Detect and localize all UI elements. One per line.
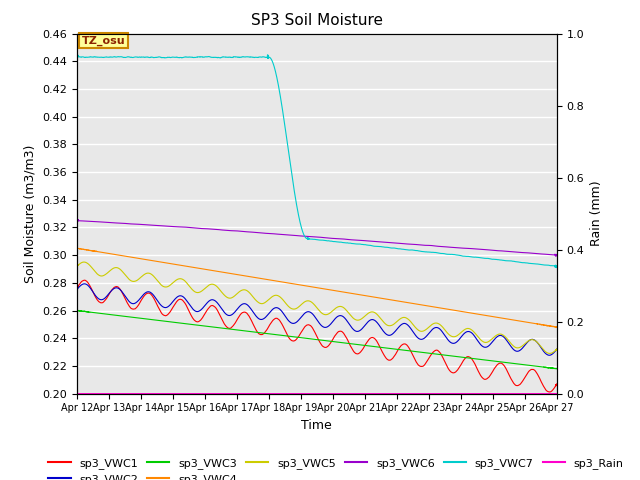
X-axis label: Time: Time <box>301 419 332 432</box>
Y-axis label: Rain (mm): Rain (mm) <box>590 181 603 246</box>
Title: SP3 Soil Moisture: SP3 Soil Moisture <box>251 13 383 28</box>
Legend: sp3_VWC1, sp3_VWC2, sp3_VWC3, sp3_VWC4, sp3_VWC5, sp3_VWC6, sp3_VWC7, sp3_Rain: sp3_VWC1, sp3_VWC2, sp3_VWC3, sp3_VWC4, … <box>44 453 628 480</box>
Text: TZ_osu: TZ_osu <box>81 36 125 46</box>
Y-axis label: Soil Moisture (m3/m3): Soil Moisture (m3/m3) <box>24 144 36 283</box>
